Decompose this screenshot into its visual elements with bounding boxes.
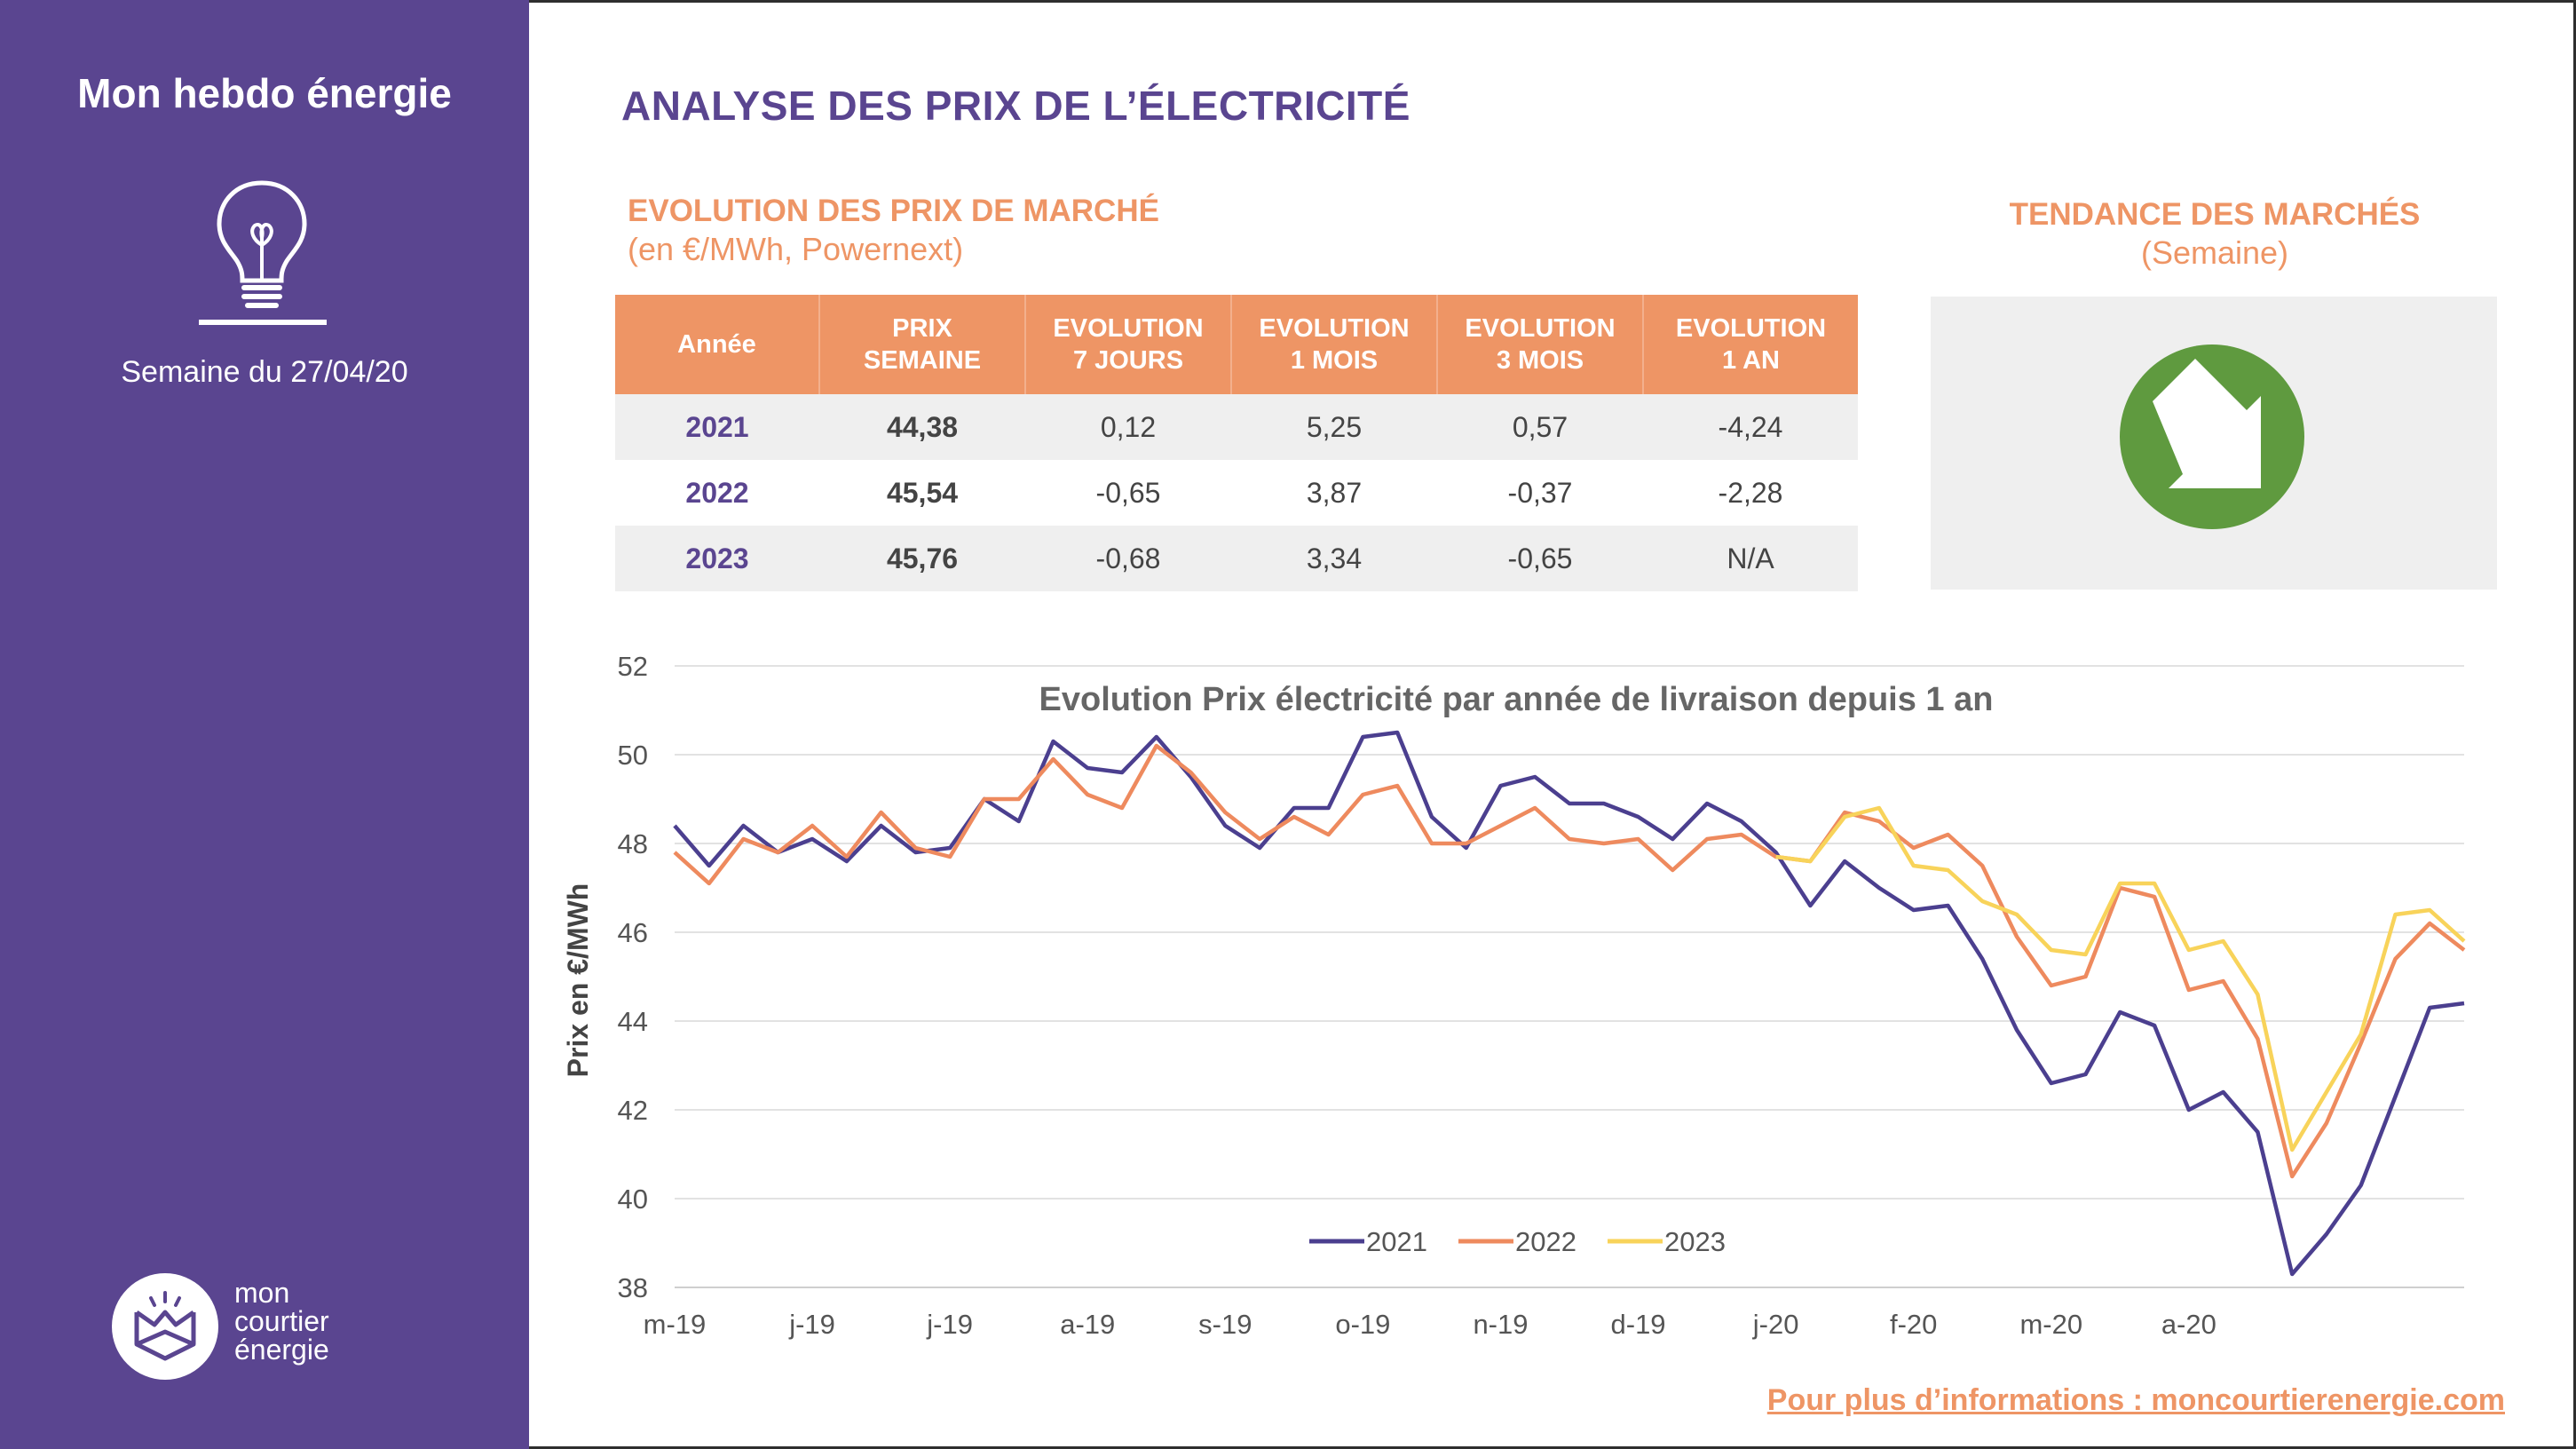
- market-price-table: Année PRIX SEMAINE EVOLUTION 7 JOURS EVOLU…: [615, 295, 1858, 591]
- x-axis-ticks: m-19 j-19 j-19 a-19 s-19 o-19 n-19 d-19 j-20 f-20…: [644, 1309, 2216, 1340]
- y-tick-label: 46: [618, 917, 648, 948]
- sidebar-divider: [199, 320, 327, 325]
- col-header-7d: EVOLUTION 7 JOURS: [1025, 295, 1232, 394]
- envelope-crown-icon: [134, 1291, 196, 1361]
- table-row: 2021 44,38 0,12 5,25 0,57 -4,24: [615, 394, 1858, 460]
- cell-evolution-7d: -0,68: [1025, 526, 1231, 591]
- legend-label: 2022: [1515, 1226, 1576, 1257]
- brand-line: courtier: [234, 1305, 329, 1337]
- col-header-label: EVOLUTION: [1675, 314, 1827, 343]
- x-tick-label: a-20: [2161, 1309, 2216, 1340]
- brand-name: mon courtier énergie: [234, 1279, 329, 1364]
- col-header-label: EVOLUTION: [1053, 314, 1204, 343]
- x-tick-label: j-20: [1752, 1309, 1799, 1340]
- y-tick-label: 38: [618, 1272, 648, 1303]
- y-axis-label: Prix en €/MWh: [562, 883, 594, 1078]
- col-header-label: 7 JOURS: [1072, 346, 1184, 375]
- legend-label: 2023: [1664, 1226, 1726, 1257]
- page-title: ANALYSE DES PRIX DE L’ÉLECTRICITÉ: [621, 83, 1410, 129]
- x-tick-label: f-20: [1890, 1309, 1937, 1340]
- series-line-2022: [673, 743, 2466, 1179]
- col-header-label: 3 MOIS: [1496, 346, 1584, 375]
- lightbulb-icon: [217, 180, 307, 308]
- col-header-label: SEMAINE: [863, 346, 982, 375]
- chart-legend: 2021 2022 2023: [1309, 1226, 1726, 1257]
- x-tick-label: a-19: [1060, 1309, 1115, 1340]
- x-tick-label: j-19: [926, 1309, 973, 1340]
- col-header-price: PRIX SEMAINE: [819, 295, 1026, 394]
- trend-subtitle: (Semaine): [2140, 234, 2289, 271]
- col-header-label: EVOLUTION: [1465, 314, 1616, 343]
- cell-year: 2021: [615, 394, 819, 460]
- cell-year: 2022: [685, 476, 749, 509]
- cell-evolution-1m: 5,25: [1231, 394, 1437, 460]
- cell-evolution-3m: 0,57: [1437, 394, 1643, 460]
- cell-evolution-1m: 3,87: [1306, 476, 1363, 509]
- cell-evolution-7d: -0,65: [1095, 476, 1161, 509]
- brand-line: énergie: [234, 1334, 329, 1366]
- cell-evolution-7d: 0,12: [1025, 394, 1231, 460]
- y-tick-label: 48: [618, 828, 648, 859]
- cell-evolution-3m: -0,65: [1437, 526, 1643, 591]
- chart-title: Evolution Prix électricité par année de …: [1039, 681, 1994, 718]
- cell-evolution-1y: N/A: [1643, 526, 1858, 591]
- trend-panel: [1931, 297, 2497, 590]
- col-header-label: Année: [677, 330, 756, 359]
- sidebar-title: Mon hebdo énergie: [77, 70, 452, 116]
- cell-evolution-1y: -4,24: [1643, 394, 1858, 460]
- y-axis-ticks: 38 40 42 44 46 48 50 52: [618, 651, 648, 1303]
- y-tick-label: 42: [618, 1095, 648, 1126]
- x-tick-label: d-19: [1611, 1309, 1666, 1340]
- col-header-label: EVOLUTION: [1259, 314, 1410, 343]
- x-tick-label: j-19: [788, 1309, 835, 1340]
- col-header-label: PRIX: [892, 314, 952, 343]
- x-tick-label: m-20: [2019, 1309, 2082, 1340]
- market-subtitle: (en €/MWh, Powernext): [628, 231, 964, 267]
- table-header-row: Année PRIX SEMAINE EVOLUTION 7 JOURS EVOLU…: [615, 295, 1858, 394]
- price-line-chart: 38 40 42 44 46 48 50 52 m-19 j-19 j-19 a-19 s-19 o-1…: [562, 651, 2466, 1340]
- chart-series: [673, 730, 2466, 1277]
- info-link[interactable]: Pour plus d’informations : moncourtieren…: [1766, 1383, 2505, 1417]
- col-header-1m: EVOLUTION 1 MOIS: [1231, 295, 1438, 394]
- col-header-year: Année: [615, 295, 820, 394]
- y-tick-label: 40: [618, 1184, 648, 1215]
- cell-price: 44,38: [819, 394, 1025, 460]
- x-tick-label: o-19: [1335, 1309, 1390, 1340]
- series-line-2023: [1775, 805, 2466, 1152]
- col-header-label: 1 AN: [1722, 346, 1780, 375]
- market-title: EVOLUTION DES PRIX DE MARCHÉ: [628, 194, 1159, 228]
- y-tick-label: 44: [618, 1006, 648, 1037]
- x-tick-label: m-19: [644, 1309, 707, 1340]
- col-header-label: 1 MOIS: [1290, 346, 1379, 375]
- cell-evolution-1m: 3,34: [1231, 526, 1437, 591]
- week-label: Semaine du 27/04/20: [121, 355, 408, 389]
- arrow-down-right-icon: [2120, 344, 2304, 529]
- table-row: 2023 45,76 -0,68 3,34 -0,65 N/A: [615, 526, 1858, 591]
- cell-price: 45,76: [819, 526, 1025, 591]
- x-tick-label: n-19: [1473, 1309, 1528, 1340]
- cell-evolution-3m: -0,37: [1507, 476, 1573, 509]
- col-header-3m: EVOLUTION 3 MOIS: [1437, 295, 1644, 394]
- cell-year: 2023: [615, 526, 819, 591]
- col-header-1y: EVOLUTION 1 AN: [1643, 295, 1858, 394]
- cell-evolution-1y: -2,28: [1718, 476, 1783, 509]
- legend-label: 2021: [1366, 1226, 1427, 1257]
- chart-grid: [675, 665, 2464, 1288]
- cell-price: 45,54: [886, 476, 959, 509]
- series-line-2021: [673, 730, 2465, 1277]
- y-tick-label: 52: [618, 651, 648, 682]
- brand-logo: [112, 1273, 218, 1380]
- trend-title: TENDANCE DES MARCHÉS: [2009, 197, 2421, 232]
- brand-line: mon: [234, 1277, 290, 1309]
- x-tick-label: s-19: [1198, 1309, 1252, 1340]
- sidebar: Mon hebdo énergie Semaine du 27/04/20 mo…: [0, 0, 529, 1449]
- table-row: 2022 45,54 -0,65 3,87 -0,37 -2,28: [615, 460, 1858, 526]
- y-tick-label: 50: [618, 740, 648, 771]
